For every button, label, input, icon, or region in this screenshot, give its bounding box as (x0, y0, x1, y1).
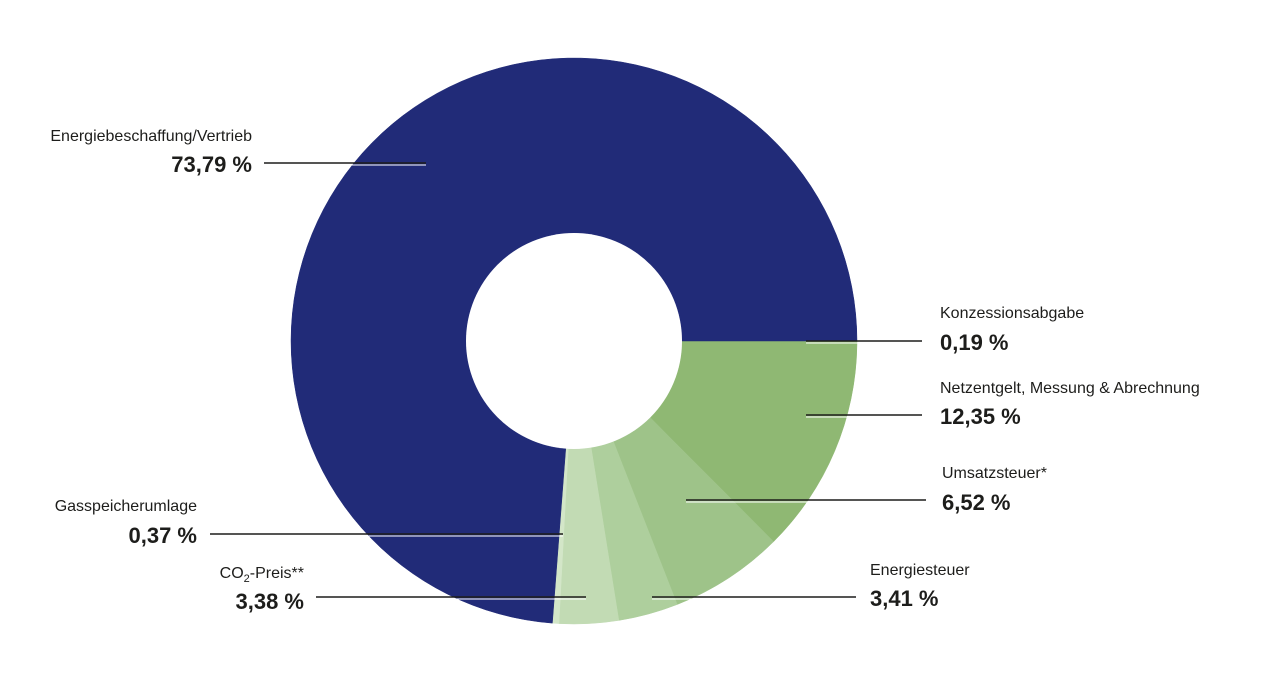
label-name-energiesteuer: Energiesteuer (870, 562, 970, 579)
donut-slices (290, 57, 858, 625)
leader-umsatzsteuer (686, 499, 926, 503)
label-value-netzentgelt: 12,35 % (940, 404, 1021, 429)
label-value-gasspeicherumlage: 0,37 % (129, 523, 198, 548)
label-name-co2-preis: CO2-Preis** (220, 565, 304, 585)
leader-netzentgelt (806, 414, 922, 418)
label-name-co2-subscript: 2 (244, 573, 250, 585)
slice-labels: Energiebeschaffung/Vertrieb 73,79 % Konz… (50, 128, 1199, 614)
label-name-gasspeicherumlage: Gasspeicherumlage (55, 498, 197, 515)
label-name-netzentgelt: Netzentgelt, Messung & Abrechnung (940, 380, 1200, 397)
leader-energiebeschaffung (264, 162, 426, 166)
leader-lines (210, 162, 926, 600)
label-name-co2-main: CO (220, 565, 244, 582)
label-value-co2-preis: 3,38 % (236, 589, 305, 614)
label-value-umsatzsteuer: 6,52 % (942, 490, 1011, 515)
leader-energiesteuer (652, 596, 856, 600)
label-value-energiebeschaffung: 73,79 % (171, 152, 252, 177)
label-name-konzessionsabgabe: Konzessionsabgabe (940, 305, 1084, 322)
label-name-umsatzsteuer: Umsatzsteuer* (942, 465, 1047, 482)
leader-co2-preis (316, 596, 586, 600)
leader-gasspeicherumlage (210, 533, 563, 537)
donut-hole (466, 233, 682, 449)
leader-konzessionsabgabe (806, 340, 922, 344)
label-value-konzessionsabgabe: 0,19 % (940, 330, 1009, 355)
label-value-energiesteuer: 3,41 % (870, 586, 939, 611)
label-name-energiebeschaffung: Energiebeschaffung/Vertrieb (50, 128, 252, 145)
label-name-co2-rest: -Preis** (250, 565, 304, 582)
